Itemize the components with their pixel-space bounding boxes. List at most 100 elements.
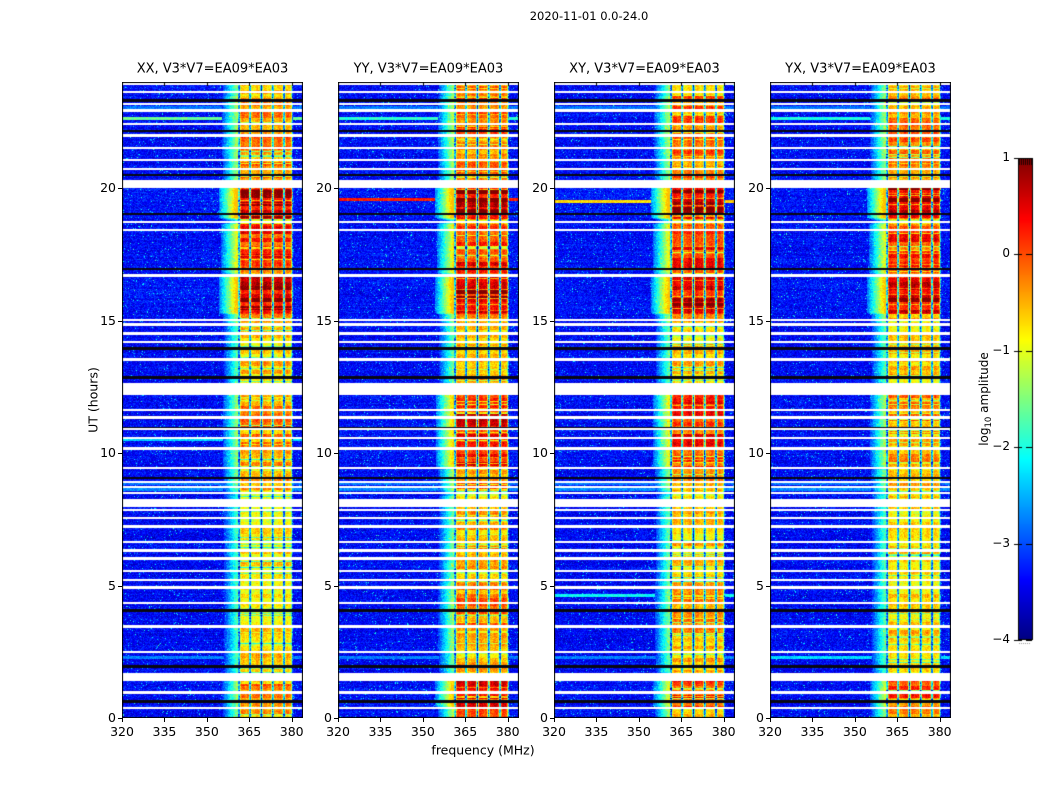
x-tick-label: 320 [326,724,350,739]
colorbar-tick-label: 1 [1002,150,1010,164]
x-tickmark [122,718,123,722]
x-tickmark [723,718,725,722]
colorbar-label-log: log [977,427,991,446]
y-tickmark [766,188,770,189]
y-tick-label: 5 [756,577,764,593]
x-tickmark [681,718,683,722]
y-tick-label: 15 [100,312,116,328]
y-tick-label: 5 [324,577,332,593]
x-tick-label: 380 [495,724,520,739]
y-tick-label: 0 [540,710,548,725]
y-tickmark [766,718,770,719]
spectrogram-panel-yy [338,82,519,718]
y-tickmark [550,320,554,322]
y-tickmark [334,718,338,719]
y-tickmark [118,320,122,322]
x-tick-label: 365 [669,724,694,739]
y-tick-label: 20 [100,180,116,195]
colorbar-label-amplitude: amplitude [977,352,991,417]
y-tick-label: 20 [532,180,548,195]
x-tick-label: 365 [453,724,478,739]
x-tickmark [596,718,598,722]
x-tickmark [465,718,467,722]
x-tickmark [638,718,640,722]
y-tickmark [550,718,554,719]
x-tick-label: 380 [279,724,304,739]
panel-title-yx: YX, V3*V7=EA09*EA03 [785,61,936,77]
y-tickmark [766,320,770,322]
y-tick-label: 15 [532,312,548,328]
x-tick-label: 350 [626,724,651,739]
y-tickmark [550,585,554,587]
x-tick-label: 320 [542,724,566,739]
x-tick-label: 335 [368,724,393,739]
colorbar-label-subscript: 10 [983,416,994,428]
x-tickmark [554,718,555,722]
panel-title-xy: XY, V3*V7=EA09*EA03 [569,61,720,77]
y-tick-label: 0 [756,710,764,725]
y-tick-label: 20 [316,180,332,195]
y-tick-label: 0 [324,710,332,725]
y-tickmark [766,585,770,587]
spectrogram-panel-yx [770,82,951,718]
y-tickmark [550,453,554,454]
x-axis-label: frequency (MHz) [431,742,535,758]
x-tick-label: 350 [842,724,867,739]
x-tick-label: 350 [410,724,435,739]
x-tickmark [380,718,382,722]
x-tickmark [164,718,166,722]
y-tickmark [334,320,338,322]
x-tick-label: 350 [194,724,219,739]
colorbar-tick-label: −4 [992,632,1010,646]
x-tick-label: 335 [152,724,177,739]
colorbar-tick-label: −1 [992,342,1010,357]
colorbar-tick-label: 0 [1002,246,1010,261]
x-tick-label: 365 [237,724,262,739]
x-tickmark [249,718,251,722]
figure-title: 2020-11-01 0.0-24.0 [529,9,649,23]
y-tick-label: 10 [100,445,116,460]
y-tick-label: 10 [316,445,332,460]
x-tickmark [206,718,208,722]
colorbar [1012,156,1039,648]
x-tickmark [812,718,814,722]
y-tick-label: 15 [316,312,332,328]
x-tick-label: 320 [110,724,134,739]
x-tick-label: 320 [758,724,782,739]
panel-title-xx: XX, V3*V7=EA09*EA03 [136,61,289,77]
x-tick-label: 335 [800,724,825,739]
y-tick-label: 0 [108,710,116,725]
y-tick-label: 15 [748,312,764,328]
x-tickmark [854,718,856,722]
y-tickmark [334,188,338,189]
colorbar-tick-label: −3 [992,535,1010,550]
y-tickmark [118,585,122,587]
y-tick-label: 5 [540,577,548,593]
y-tick-label: 5 [108,577,116,593]
y-tickmark [550,188,554,189]
y-tickmark [334,453,338,454]
y-tickmark [334,585,338,587]
spectrogram-panel-xx [122,82,303,718]
y-tick-label: 10 [532,445,548,460]
y-tickmark [766,453,770,454]
y-tick-label: 10 [748,445,764,460]
x-tickmark [338,718,339,722]
y-tickmark [118,188,122,189]
x-tickmark [422,718,424,722]
x-tick-label: 380 [927,724,952,739]
y-tickmark [118,453,122,454]
x-tickmark [939,718,941,722]
y-axis-label: UT (hours) [85,367,101,433]
spectrogram-panel-xy [554,82,735,718]
x-tick-label: 380 [711,724,736,739]
x-tickmark [897,718,899,722]
x-tickmark [770,718,771,722]
x-tickmark [507,718,509,722]
colorbar-tick-label: −2 [992,439,1010,454]
x-tickmark [291,718,293,722]
colorbar-label: log10 amplitude [977,352,994,446]
x-tick-label: 365 [885,724,910,739]
y-tickmark [118,718,122,719]
